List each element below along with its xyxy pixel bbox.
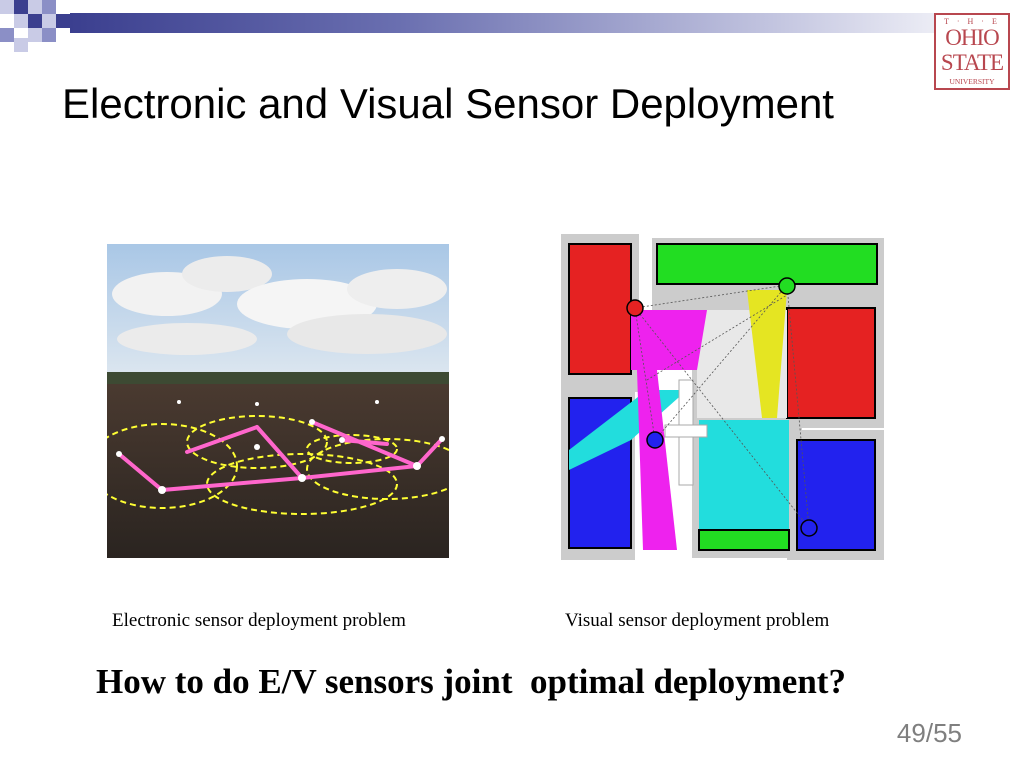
logo-line-ohio: OHIO — [945, 25, 1000, 50]
logo-line-the: T · H · E — [944, 17, 1000, 26]
logo-line-university: UNIVERSITY — [949, 77, 995, 86]
caption-electronic: Electronic sensor deployment problem — [112, 610, 406, 631]
electronic-sensor-field-image — [107, 244, 449, 558]
header-decoration — [0, 0, 70, 52]
logo-line-state: STATE — [940, 50, 1004, 75]
slide-question: How to do E/V sensors joint optimal depl… — [96, 662, 846, 701]
ohio-state-logo: T · H · E OHIO STATE UNIVERSITY — [934, 13, 1010, 90]
page-number: 49/55 — [896, 718, 962, 748]
slide-title: Electronic and Visual Sensor Deployment — [62, 80, 834, 127]
title-bar-gradient — [70, 13, 1010, 33]
visual-sensor-floorplan-image — [547, 220, 897, 575]
caption-visual: Visual sensor deployment problem — [565, 610, 830, 631]
